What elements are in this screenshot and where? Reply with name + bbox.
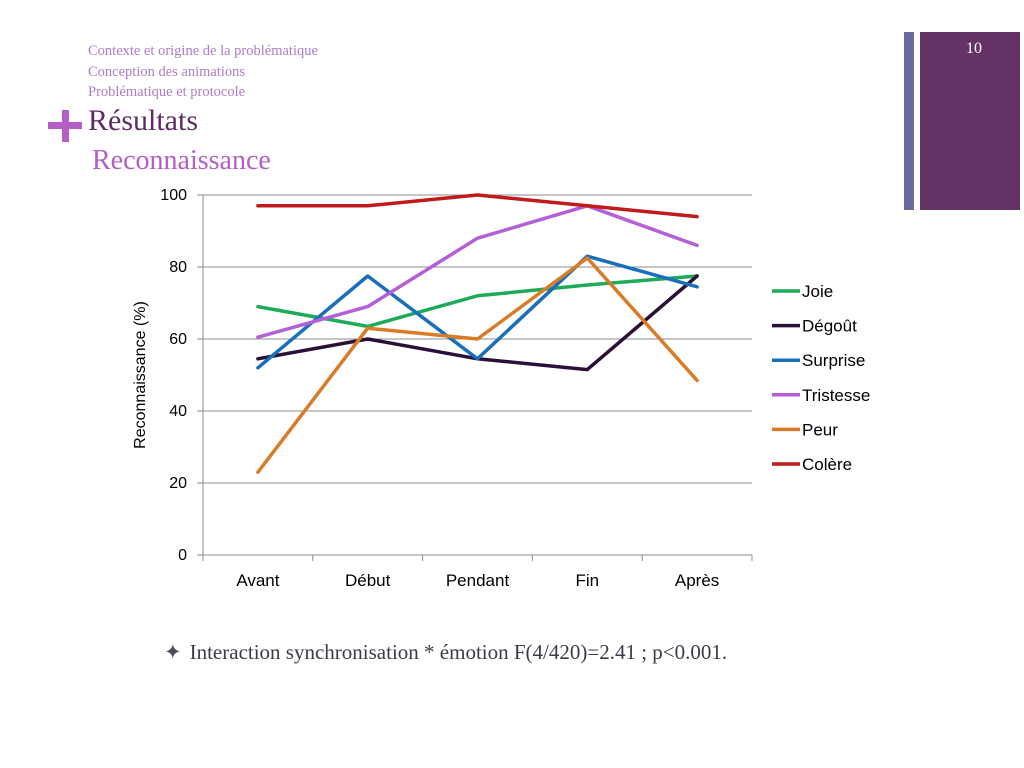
series-line (256, 204, 699, 339)
legend-label: Dégoût (802, 317, 857, 336)
footnote-text: Interaction synchronisation * émotion F(… (189, 640, 728, 664)
y-tick-label: 100 (160, 187, 187, 204)
series-lines (256, 193, 699, 474)
series-line (256, 274, 699, 372)
legend-label: Joie (802, 282, 833, 301)
chart-axes (202, 195, 753, 561)
legend-item: Peur (772, 420, 838, 439)
section-nav: Contexte et origine de la problématique … (88, 41, 318, 103)
slide-title: Résultats (88, 104, 198, 137)
page-number: 10 (966, 40, 982, 57)
series-line (256, 256, 699, 474)
x-tick-label: Début (345, 571, 391, 590)
sidebar-bar (920, 32, 1020, 210)
legend-label: Tristesse (802, 386, 870, 405)
y-tick-label: 0 (178, 547, 187, 564)
legend-label: Colère (802, 455, 852, 474)
x-tick-label: Après (675, 571, 719, 590)
slide-subtitle: Reconnaissance (92, 145, 271, 176)
y-axis-label: Reconnaissance (%) (132, 301, 149, 449)
legend-item: Colère (772, 455, 852, 474)
x-tick-labels: Avant Début Pendant Fin Après (236, 571, 719, 590)
nav-item-animations[interactable]: Conception des animations (88, 63, 246, 80)
y-tick-label: 40 (169, 403, 187, 420)
legend-item: Joie (772, 282, 833, 301)
legend-label: Peur (802, 420, 838, 439)
y-tick-labels: 0 20 40 60 80 100 (160, 187, 187, 564)
footnote: ✦ Interaction synchronisation * émotion F… (164, 640, 727, 665)
grid-lines (197, 194, 752, 556)
four-pointed-star-icon: ✦ (164, 640, 182, 664)
x-tick-label: Fin (575, 571, 599, 590)
y-tick-label: 80 (169, 259, 187, 276)
nav-item-protocol[interactable]: Problématique et protocole (88, 84, 246, 100)
series-line (256, 193, 699, 219)
legend-item: Tristesse (772, 386, 870, 405)
y-tick-label: 60 (169, 331, 187, 348)
line-chart: 0 20 40 60 80 100 Avant Début Pendant Fin Après J… (132, 187, 870, 590)
series-line (256, 274, 699, 329)
legend-label: Surprise (802, 351, 865, 370)
y-tick-label: 20 (169, 475, 187, 492)
nav-item-context[interactable]: Contexte et origine de la problématique (88, 43, 318, 59)
x-tick-label: Pendant (446, 571, 510, 590)
legend-item: Dégoût (772, 317, 857, 336)
chart-legend: Joie Dégoût Surprise Tristesse Peur Colère (772, 282, 870, 474)
plus-icon (48, 110, 82, 142)
legend-item: Surprise (772, 351, 865, 370)
x-tick-label: Avant (236, 571, 279, 590)
sidebar-thin-bar (904, 32, 914, 210)
series-line (256, 254, 699, 370)
